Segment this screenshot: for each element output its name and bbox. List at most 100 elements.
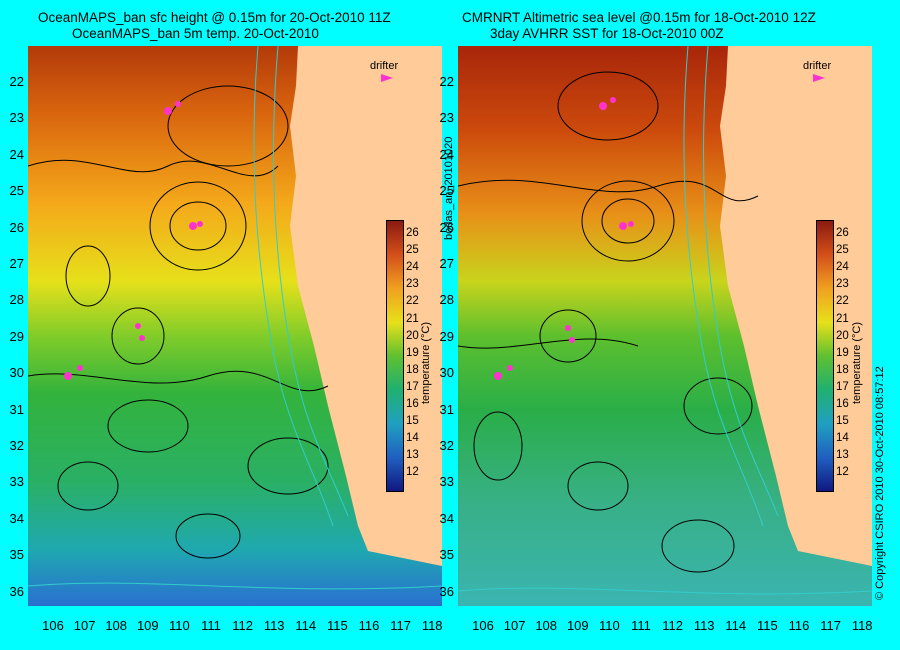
right-drifters [494,97,634,380]
left-lat-tick: 31 [9,401,24,417]
right-lat-tick: 22 [439,74,454,89]
right-lon-tick: 118 [851,618,873,633]
left-lat-tick: 34 [9,510,24,526]
right-colorbar-tick: 23 [836,278,849,291]
right-bathymetry [458,46,872,595]
left-colorbar-tick: 26 [406,227,419,239]
right-lon-tick: 107 [503,618,526,633]
right-lat-tick: 34 [439,510,454,526]
left-title-line2: OceanMAPS_ban 5m temp. 20-Oct-2010 [72,26,319,41]
left-contours [28,85,329,559]
left-lon-tick: 117 [390,618,411,633]
right-drifter-icon [813,74,825,82]
left-colorbar-tick: 24 [406,261,419,274]
left-lat-tick: 35 [9,547,24,563]
right-colorbar-tick: 12 [836,466,849,479]
left-lon-tick: 114 [295,618,317,633]
right-map-panel [458,46,872,606]
left-map-svg [28,46,442,606]
left-lat-tick: 29 [9,328,24,344]
right-lon-tick: 113 [693,618,715,633]
right-lat-tick: 27 [439,256,454,271]
left-lat-tick: 28 [9,292,24,308]
right-lon-tick: 110 [599,618,620,633]
right-colorbar-tick: 25 [836,244,849,257]
right-lat-tick: 29 [439,328,454,344]
left-lat-tick: 27 [9,256,24,271]
left-title-line1: OceanMAPS_ban sfc height @ 0.15m for 20-… [38,10,391,25]
left-colorbar [386,220,404,492]
right-colorbar-tick: 13 [836,449,849,462]
left-lon-tick: 106 [42,618,64,633]
right-lat-tick: 30 [439,365,454,381]
left-lat-tick: 36 [9,583,24,599]
right-lon-tick: 111 [631,618,651,633]
left-lat-tick: 24 [9,146,24,162]
right-lon-tick: 109 [566,618,589,633]
right-colorbar [816,220,834,492]
left-lon-tick: 107 [73,618,96,633]
left-land [290,46,442,546]
left-lon-tick: 110 [169,618,190,633]
right-lat-tick: 28 [439,292,454,308]
right-lon-tick: 117 [820,618,841,633]
left-lon-tick: 118 [421,618,443,633]
left-colorbar-tick: 13 [406,449,419,462]
right-colorbar-tick: 17 [836,380,849,393]
right-colorbar-tick: 16 [836,398,849,410]
left-colorbar-tick: 25 [406,244,419,257]
left-lat-tick: 25 [9,183,24,199]
right-colorbar-tick: 20 [836,329,849,342]
right-lon-tick: 108 [535,618,558,633]
left-lon-tick: 111 [201,618,221,633]
copyright-label: © Copyright CSIRO 2010 30-Oct-2010 08:57… [874,366,886,600]
right-lon-tick: 112 [662,618,683,633]
left-colorbar-tick: 19 [406,346,419,359]
right-lat-tick: 25 [439,183,454,199]
right-colorbar-tick: 24 [836,261,849,274]
left-colorbar-tick: 23 [406,278,419,291]
right-title-line2: 3day AVHRR SST for 18-Oct-2010 00Z [490,26,724,41]
right-colorbar-title: temperature (°C) [851,321,863,404]
run-id-label: bodas_an_20101020 [443,136,455,240]
right-lon-tick: 114 [725,618,747,633]
right-lat-tick: 36 [439,583,454,599]
left-lat-tick: 22 [9,74,24,89]
left-lat-tick: 23 [9,110,24,126]
left-colorbar-title: temperature (°C) [420,321,432,404]
left-lat-tick: 32 [9,438,24,453]
left-colorbar-tick: 18 [406,363,419,376]
right-lon-tick: 116 [788,618,810,633]
left-lat-tick: 26 [9,219,24,235]
left-bathymetry [28,46,442,590]
left-colorbar-tick: 17 [406,380,419,393]
left-colorbar-tick: 12 [406,466,419,479]
right-lat-tick: 24 [439,146,454,162]
right-lat-tick: 31 [439,401,454,417]
right-title-line1: CMRNRT Altimetric sea level @0.15m for 1… [462,10,816,25]
left-lon-tick: 113 [263,618,285,633]
right-colorbar-tick: 26 [836,227,849,239]
right-colorbar-tick: 15 [836,415,849,428]
right-colorbar-tick: 22 [836,295,849,308]
left-colorbar-tick: 14 [406,432,419,445]
right-lat-tick: 23 [439,110,454,126]
left-drifters [64,101,203,380]
right-lon-tick: 106 [472,618,494,633]
right-land-mid [788,526,872,566]
right-lat-tick: 35 [439,547,454,563]
left-lon-tick: 115 [327,618,348,633]
right-colorbar-tick: 14 [836,432,849,445]
right-lon-tick: 115 [757,618,778,633]
left-colorbar-tick: 16 [406,398,419,410]
left-lon-tick: 108 [105,618,128,633]
left-land-mid [358,526,442,566]
right-map-svg [458,46,872,606]
right-colorbar-tick: 18 [836,363,849,376]
left-colorbar-tick: 22 [406,295,419,308]
right-lat-tick: 26 [439,219,454,235]
left-lat-tick: 33 [9,474,24,490]
left-colorbar-tick: 15 [406,415,419,428]
left-colorbar-tick: 21 [406,312,419,325]
left-lon-tick: 109 [136,618,159,633]
